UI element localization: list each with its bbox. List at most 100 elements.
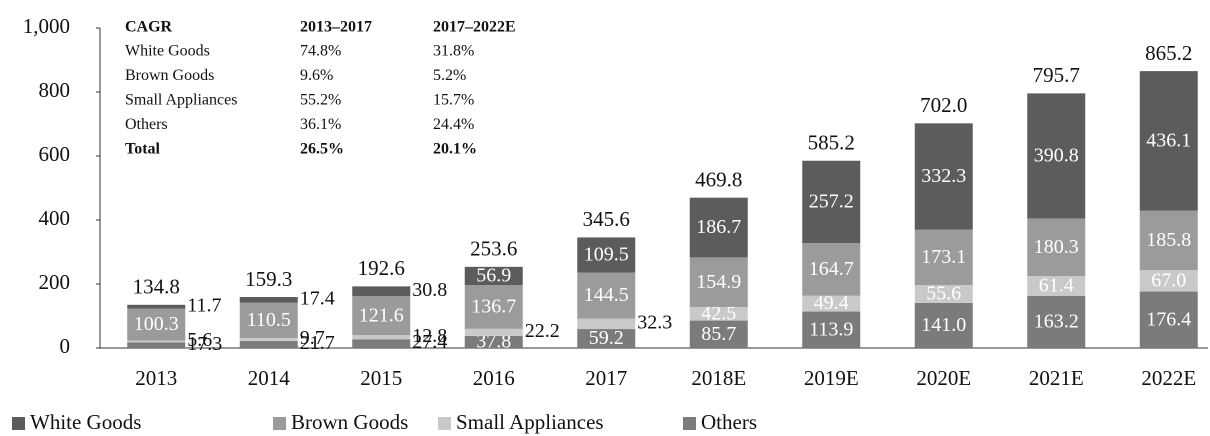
- bar-segment: [352, 286, 411, 297]
- bar-segment: [352, 339, 411, 348]
- value-label: 22.2: [525, 320, 560, 342]
- bar-segment: [689, 320, 748, 348]
- bar-segment: [464, 285, 523, 329]
- value-label: 136.7: [471, 296, 516, 318]
- value-label: 436.1: [1146, 129, 1191, 151]
- bar-segment: [239, 337, 298, 342]
- total-label: 865.2: [1145, 41, 1192, 65]
- value-label: 100.3: [134, 313, 179, 335]
- value-label: 11.7: [187, 294, 221, 316]
- value-label: 37.8: [476, 331, 511, 353]
- bar-segment: [577, 237, 636, 273]
- total-label: 159.3: [245, 267, 292, 291]
- table-cell: 74.8%: [300, 43, 341, 60]
- bar-segment: [239, 302, 298, 338]
- bar-segment: [577, 318, 636, 330]
- value-label: 49.4: [814, 292, 849, 314]
- bar-segment: [802, 243, 861, 296]
- legend-label: Others: [701, 410, 757, 434]
- value-label: 42.5: [701, 302, 736, 324]
- value-label: 17.4: [300, 287, 335, 309]
- bar-segment: [464, 335, 523, 348]
- value-label: 56.9: [476, 265, 511, 287]
- value-label: 59.2: [589, 327, 624, 349]
- bar-segment: [239, 297, 298, 303]
- value-label: 85.7: [701, 323, 736, 345]
- bar-segment: [1027, 295, 1086, 348]
- bar-segment: [689, 197, 748, 258]
- table-header: 2017–2022E: [433, 19, 516, 36]
- value-label: 21.7: [300, 332, 335, 354]
- bar-segment: [689, 257, 748, 307]
- bar-segment: [577, 272, 636, 319]
- bar-segment: [914, 229, 973, 286]
- table-cell: 15.7%: [433, 92, 474, 109]
- legend-swatch: [683, 417, 696, 430]
- value-label: 113.9: [809, 318, 853, 340]
- x-tick-label: 2014: [248, 366, 291, 390]
- bar-segment: [127, 304, 186, 309]
- bar-segment: [1139, 291, 1198, 348]
- table-cell: 24.4%: [433, 116, 474, 133]
- value-label: 67.0: [1151, 269, 1186, 291]
- value-label: 61.4: [1039, 275, 1074, 297]
- x-tick-label: 2016: [473, 366, 515, 390]
- legend-label: White Goods: [30, 410, 141, 434]
- value-label: 141.0: [921, 314, 966, 336]
- table-cell: Others: [125, 116, 168, 133]
- table-cell: 5.2%: [433, 67, 466, 84]
- x-tick-label: 2017: [585, 366, 627, 390]
- y-tick-label: 600: [39, 142, 71, 166]
- value-label: 121.6: [359, 304, 404, 326]
- value-label: 12.8: [412, 325, 447, 347]
- table-cell: Brown Goods: [125, 67, 214, 84]
- x-tick-label: 2019E: [804, 366, 859, 390]
- bar-segment: [127, 308, 186, 341]
- bar-segment: [1027, 93, 1086, 219]
- bar-segment: [1139, 210, 1198, 271]
- bar-segment: [802, 295, 861, 312]
- value-label: 5.6: [187, 329, 212, 351]
- bar-segment: [1027, 218, 1086, 277]
- x-tick-label: 2018E: [691, 366, 746, 390]
- legend-swatch: [12, 417, 25, 430]
- table-header: CAGR: [125, 19, 173, 36]
- x-tick-label: 2020E: [916, 366, 971, 390]
- bar-segment: [352, 296, 411, 336]
- bar-segment: [689, 306, 748, 321]
- bar-segment: [914, 285, 973, 303]
- total-label: 795.7: [1033, 63, 1080, 87]
- bar-segment: [802, 160, 861, 244]
- total-label: 469.8: [695, 167, 742, 191]
- value-label: 173.1: [921, 246, 966, 268]
- bar-segment: [914, 123, 973, 230]
- value-label: 109.5: [584, 244, 629, 266]
- legend-swatch: [273, 417, 286, 430]
- table-cell: 55.2%: [300, 92, 341, 109]
- value-label: 176.4: [1146, 308, 1191, 330]
- table-cell: Total: [125, 141, 161, 158]
- table-cell: 9.6%: [300, 67, 333, 84]
- legend-swatch: [438, 417, 451, 430]
- table-header: 2013–2017: [300, 19, 372, 36]
- y-tick-label: 200: [39, 270, 71, 294]
- table-cell: 31.8%: [433, 43, 474, 60]
- legend-label: Small Appliances: [456, 410, 604, 434]
- bar-segment: [127, 342, 186, 348]
- value-label: 186.7: [696, 216, 741, 238]
- total-label: 585.2: [808, 131, 855, 155]
- value-label: 30.8: [412, 279, 447, 301]
- y-tick-label: 800: [39, 78, 71, 102]
- value-label: 154.9: [696, 271, 741, 293]
- table-cell: 20.1%: [433, 141, 477, 158]
- x-tick-label: 2021E: [1029, 366, 1084, 390]
- bar-segment: [1139, 71, 1198, 211]
- table-cell: Small Appliances: [125, 92, 237, 109]
- y-tick-label: 1,000: [23, 14, 70, 38]
- legend-label: Brown Goods: [291, 410, 408, 434]
- bar-segment: [577, 329, 636, 348]
- value-label: 185.8: [1146, 229, 1191, 251]
- value-label: 27.4: [412, 331, 447, 353]
- x-tick-label: 2022E: [1141, 366, 1196, 390]
